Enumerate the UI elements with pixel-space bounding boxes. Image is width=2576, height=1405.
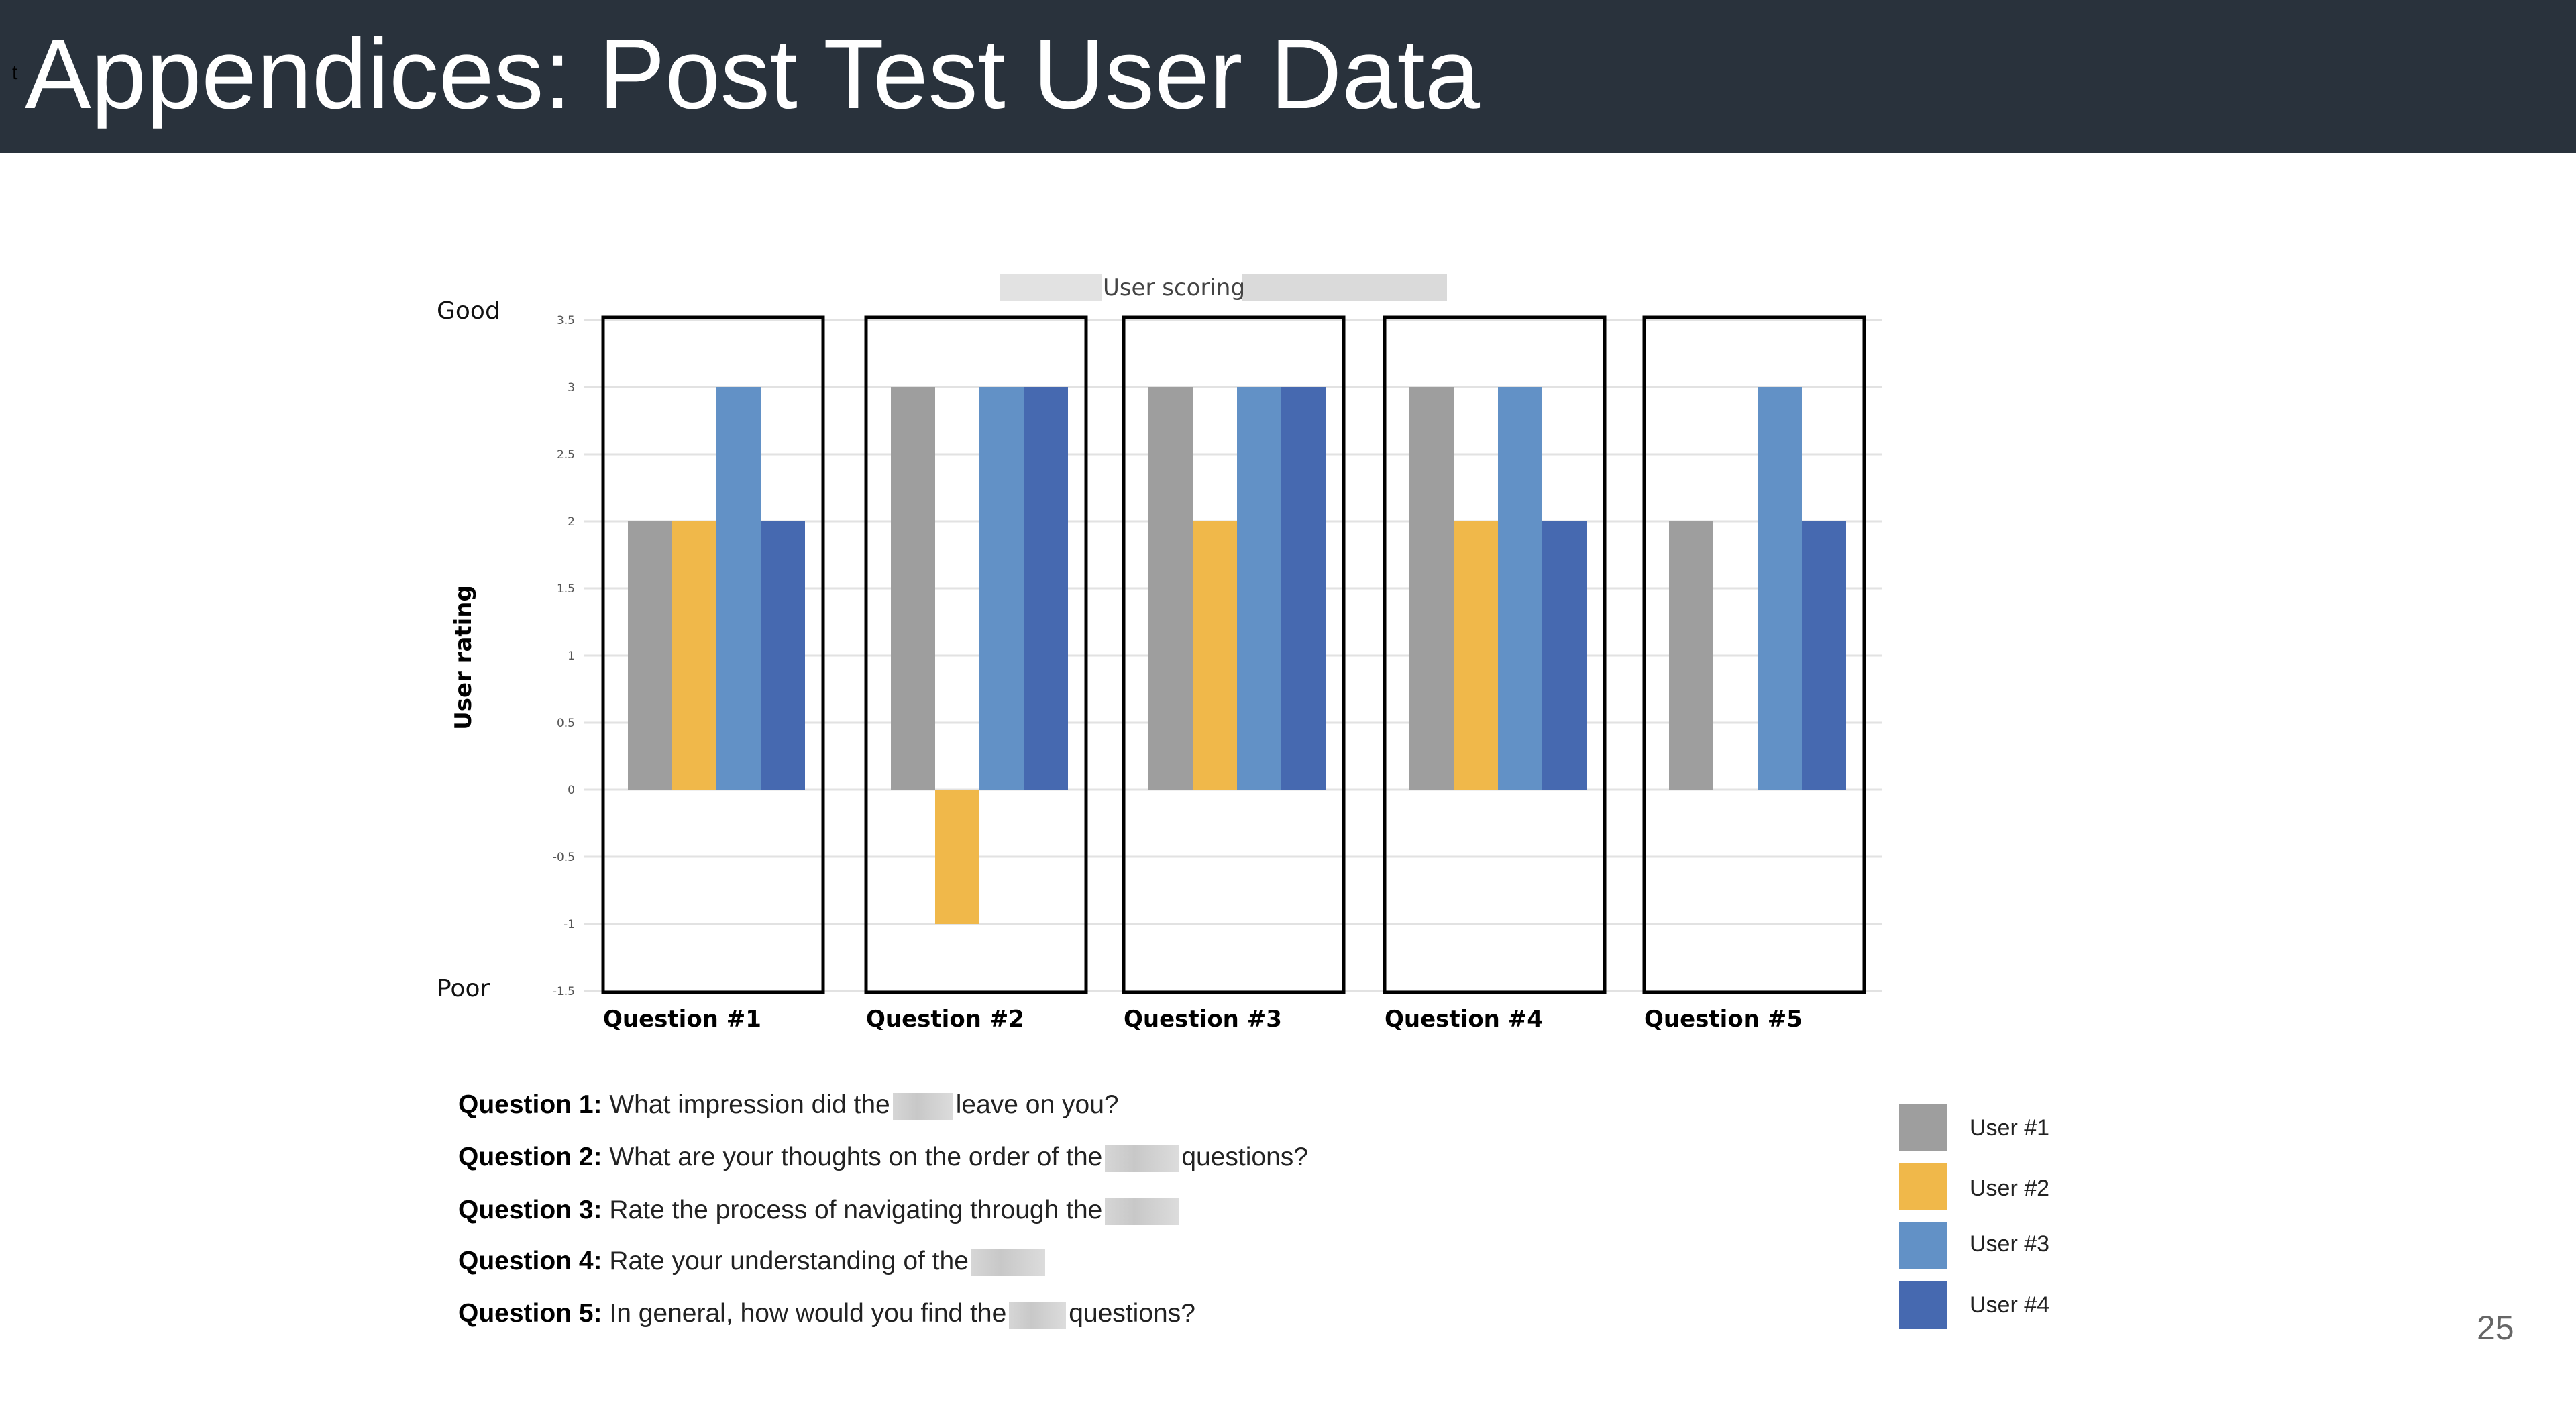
- x-category-label: Question #1: [603, 1006, 761, 1033]
- question-text: In general, how would you find the: [609, 1299, 1007, 1328]
- question-label: Question 2:: [458, 1143, 602, 1172]
- question-label: Question 3:: [458, 1196, 602, 1225]
- x-category-label: Question #5: [1644, 1006, 1803, 1033]
- question-panel-frame: [601, 315, 825, 994]
- redaction-block: [892, 1092, 953, 1120]
- bar-question1-user-1: [628, 521, 672, 790]
- legend-label-user-4: User #4: [1970, 1292, 2050, 1318]
- y-tick-label: 0: [568, 784, 575, 797]
- bar-question1-user-2: [672, 521, 716, 790]
- question-label: Question 5:: [458, 1299, 602, 1328]
- slide-title: Appendices: Post Test User Data: [25, 19, 1481, 129]
- question-text-end: questions?: [1069, 1299, 1195, 1328]
- question-panel-frame: [864, 315, 1088, 994]
- legend-label-user-1: User #1: [1970, 1115, 2050, 1141]
- x-category-label: Question #4: [1385, 1006, 1543, 1033]
- legend-label-user-2: User #2: [1970, 1176, 2050, 1201]
- redaction-block: [971, 1249, 1045, 1276]
- x-category-label: Question #3: [1124, 1006, 1282, 1033]
- bar-question1-user-3: [716, 387, 761, 790]
- question-text: What are your thoughts on the order of t…: [609, 1143, 1103, 1172]
- bar-question2-user-4: [1024, 387, 1068, 790]
- redaction-block: [1000, 274, 1102, 301]
- y-tick-label: -1.5: [553, 985, 575, 998]
- y-tick-label: 1: [568, 649, 575, 663]
- stray-mark: t: [12, 62, 18, 84]
- y-tick-label: 0.5: [557, 717, 575, 730]
- y-tick-label: 3.5: [557, 314, 575, 327]
- legend-swatch-user-4: [1899, 1281, 1947, 1329]
- bar-question3-user-3: [1237, 387, 1281, 790]
- bar-question4-user-2: [1454, 521, 1498, 790]
- x-category-label: Question #2: [866, 1006, 1024, 1033]
- bar-question2-user-2: [935, 790, 979, 924]
- bar-question2-user-3: [979, 387, 1024, 790]
- bar-question3-user-2: [1193, 521, 1237, 790]
- y-tick-label: 2.5: [557, 448, 575, 462]
- question-panel-frame: [1383, 315, 1607, 994]
- bar-question5-user-4: [1802, 521, 1846, 790]
- question-label: Question 1:: [458, 1090, 602, 1119]
- bar-question1-user-4: [761, 521, 805, 790]
- legend-swatch-user-1: [1899, 1104, 1947, 1151]
- legend-label-user-3: User #3: [1970, 1231, 2050, 1257]
- y-tick-label: 2: [568, 515, 575, 529]
- page-number: 25: [2477, 1309, 2514, 1347]
- redaction-block: [1242, 274, 1447, 301]
- bar-question4-user-4: [1542, 521, 1587, 790]
- question-text-1: Question 1: What impression did the leave…: [458, 1090, 1119, 1120]
- bar-question5-user-3: [1758, 387, 1802, 790]
- legend-swatch-user-2: [1899, 1163, 1947, 1210]
- question-text: Rate your understanding of the: [609, 1247, 969, 1276]
- question-text-3: Question 3: Rate the process of navigati…: [458, 1196, 1181, 1225]
- question-panel-frame: [1122, 315, 1346, 994]
- chart-title: User scoring: [1103, 274, 1245, 301]
- question-panel-frame: [1642, 315, 1866, 994]
- question-text: What impression did the: [609, 1090, 890, 1119]
- redaction-block: [1105, 1198, 1179, 1225]
- question-text-end: questions?: [1181, 1143, 1308, 1172]
- legend-swatch-user-3: [1899, 1222, 1947, 1269]
- question-text-2: Question 2: What are your thoughts on th…: [458, 1143, 1308, 1172]
- y-label-good: Good: [437, 297, 500, 325]
- question-text-end: leave on you?: [955, 1090, 1119, 1119]
- bar-question2-user-1: [891, 387, 935, 790]
- question-text-5: Question 5: In general, how would you fi…: [458, 1299, 1195, 1329]
- y-label-poor: Poor: [437, 975, 490, 1002]
- y-tick-label: -0.5: [553, 851, 575, 864]
- question-text-4: Question 4: Rate your understanding of t…: [458, 1247, 1048, 1276]
- y-tick-label: 1.5: [557, 582, 575, 596]
- bar-question5-user-1: [1669, 521, 1713, 790]
- slide-header: [0, 0, 2576, 153]
- bar-question4-user-3: [1498, 387, 1542, 790]
- y-tick-label: -1: [564, 918, 575, 931]
- bar-question3-user-1: [1148, 387, 1193, 790]
- redaction-block: [1009, 1301, 1067, 1329]
- bar-question4-user-1: [1409, 387, 1454, 790]
- redaction-block: [1105, 1145, 1179, 1172]
- question-text: Rate the process of navigating through t…: [609, 1196, 1103, 1225]
- y-axis-title: User rating: [450, 585, 477, 730]
- bar-question3-user-4: [1281, 387, 1326, 790]
- y-tick-label: 3: [568, 381, 575, 395]
- question-label: Question 4:: [458, 1247, 602, 1276]
